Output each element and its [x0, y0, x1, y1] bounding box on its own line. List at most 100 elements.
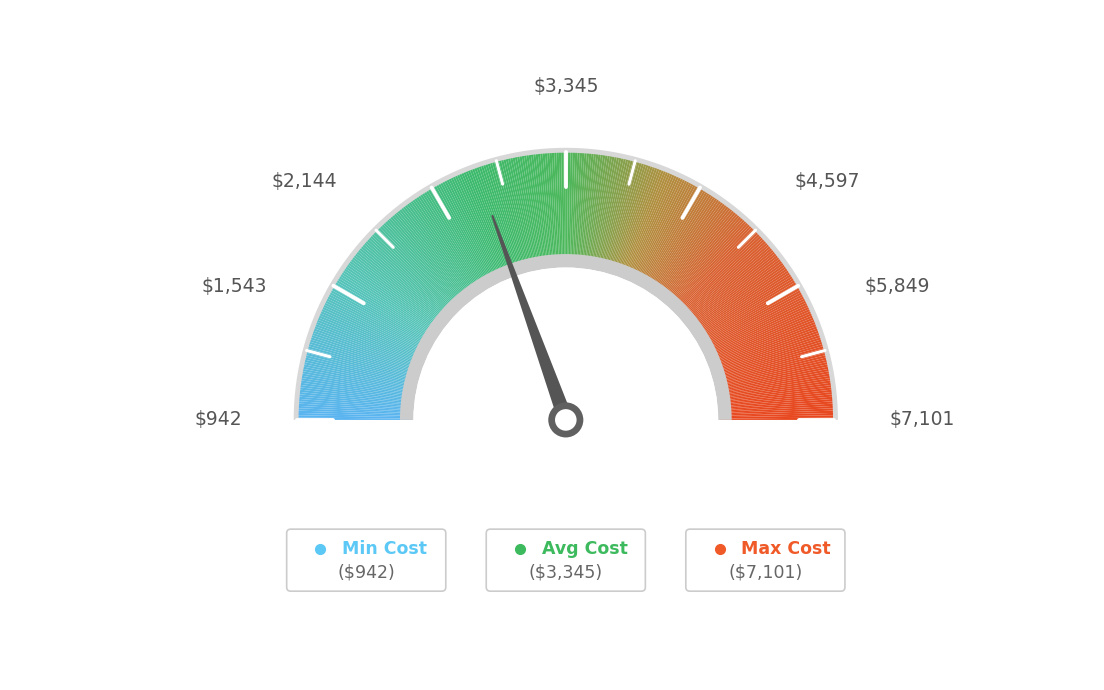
Wedge shape — [297, 404, 413, 412]
Wedge shape — [719, 392, 835, 405]
Wedge shape — [569, 150, 573, 266]
Wedge shape — [304, 355, 416, 384]
Wedge shape — [716, 364, 830, 389]
Wedge shape — [326, 295, 429, 350]
Wedge shape — [711, 330, 820, 370]
Wedge shape — [449, 175, 501, 281]
Wedge shape — [608, 161, 643, 273]
Wedge shape — [508, 156, 534, 270]
Wedge shape — [565, 150, 569, 266]
Wedge shape — [431, 185, 490, 287]
Wedge shape — [480, 164, 518, 274]
Wedge shape — [400, 206, 473, 299]
Wedge shape — [573, 150, 580, 266]
Wedge shape — [489, 161, 523, 273]
Wedge shape — [699, 285, 800, 344]
Wedge shape — [433, 184, 491, 286]
Wedge shape — [302, 359, 416, 386]
Wedge shape — [649, 194, 714, 292]
Wedge shape — [359, 245, 449, 321]
Wedge shape — [713, 346, 826, 379]
Wedge shape — [297, 401, 413, 411]
Wedge shape — [650, 195, 716, 293]
Wedge shape — [710, 328, 820, 368]
Wedge shape — [631, 177, 684, 282]
Wedge shape — [394, 210, 469, 302]
Wedge shape — [661, 209, 735, 300]
Wedge shape — [687, 254, 779, 326]
Wedge shape — [623, 169, 667, 277]
Wedge shape — [376, 226, 459, 310]
Wedge shape — [720, 411, 836, 416]
Wedge shape — [684, 248, 775, 323]
Wedge shape — [584, 152, 601, 268]
Wedge shape — [708, 315, 815, 361]
Wedge shape — [644, 188, 704, 288]
Polygon shape — [491, 215, 573, 422]
Wedge shape — [322, 302, 427, 354]
Wedge shape — [514, 155, 538, 269]
Wedge shape — [718, 375, 832, 396]
Wedge shape — [521, 154, 542, 268]
Wedge shape — [391, 213, 467, 303]
Wedge shape — [485, 162, 521, 273]
Wedge shape — [698, 283, 799, 343]
Wedge shape — [452, 175, 502, 281]
Wedge shape — [665, 213, 741, 303]
Wedge shape — [304, 353, 417, 383]
Wedge shape — [590, 154, 611, 268]
Wedge shape — [711, 332, 821, 371]
Circle shape — [555, 409, 576, 431]
Wedge shape — [297, 399, 413, 409]
Wedge shape — [719, 397, 835, 408]
Wedge shape — [715, 355, 828, 384]
Wedge shape — [696, 275, 795, 339]
Wedge shape — [343, 265, 439, 333]
Wedge shape — [664, 212, 740, 302]
Wedge shape — [689, 259, 784, 330]
Text: Avg Cost: Avg Cost — [542, 540, 627, 558]
Wedge shape — [297, 397, 413, 408]
Wedge shape — [306, 346, 418, 379]
Wedge shape — [296, 406, 412, 413]
Wedge shape — [614, 164, 651, 274]
Wedge shape — [429, 186, 489, 288]
Wedge shape — [720, 408, 836, 415]
Wedge shape — [714, 353, 828, 383]
Wedge shape — [369, 235, 454, 315]
Wedge shape — [705, 308, 813, 357]
Wedge shape — [318, 310, 425, 359]
Wedge shape — [474, 166, 514, 275]
Wedge shape — [327, 293, 431, 349]
Wedge shape — [298, 389, 413, 404]
Wedge shape — [407, 200, 477, 295]
Wedge shape — [342, 267, 439, 334]
Wedge shape — [498, 158, 529, 271]
Wedge shape — [296, 413, 412, 417]
Wedge shape — [718, 373, 831, 395]
Wedge shape — [671, 224, 753, 309]
Text: $2,144: $2,144 — [272, 172, 337, 191]
Wedge shape — [712, 339, 824, 375]
Wedge shape — [550, 150, 558, 266]
Wedge shape — [575, 150, 585, 266]
Wedge shape — [719, 389, 834, 404]
Wedge shape — [320, 306, 426, 356]
Wedge shape — [330, 287, 432, 346]
Text: $5,849: $5,849 — [864, 277, 931, 296]
Wedge shape — [361, 243, 449, 320]
Wedge shape — [417, 194, 482, 292]
Wedge shape — [611, 162, 647, 273]
Wedge shape — [392, 212, 468, 302]
Wedge shape — [580, 151, 592, 267]
Wedge shape — [425, 189, 487, 289]
Wedge shape — [331, 285, 433, 344]
Wedge shape — [660, 208, 734, 299]
Wedge shape — [666, 215, 743, 304]
Wedge shape — [460, 170, 507, 278]
Wedge shape — [469, 167, 512, 277]
Wedge shape — [697, 277, 796, 339]
Wedge shape — [679, 238, 766, 317]
Wedge shape — [616, 165, 656, 275]
Wedge shape — [720, 413, 836, 417]
